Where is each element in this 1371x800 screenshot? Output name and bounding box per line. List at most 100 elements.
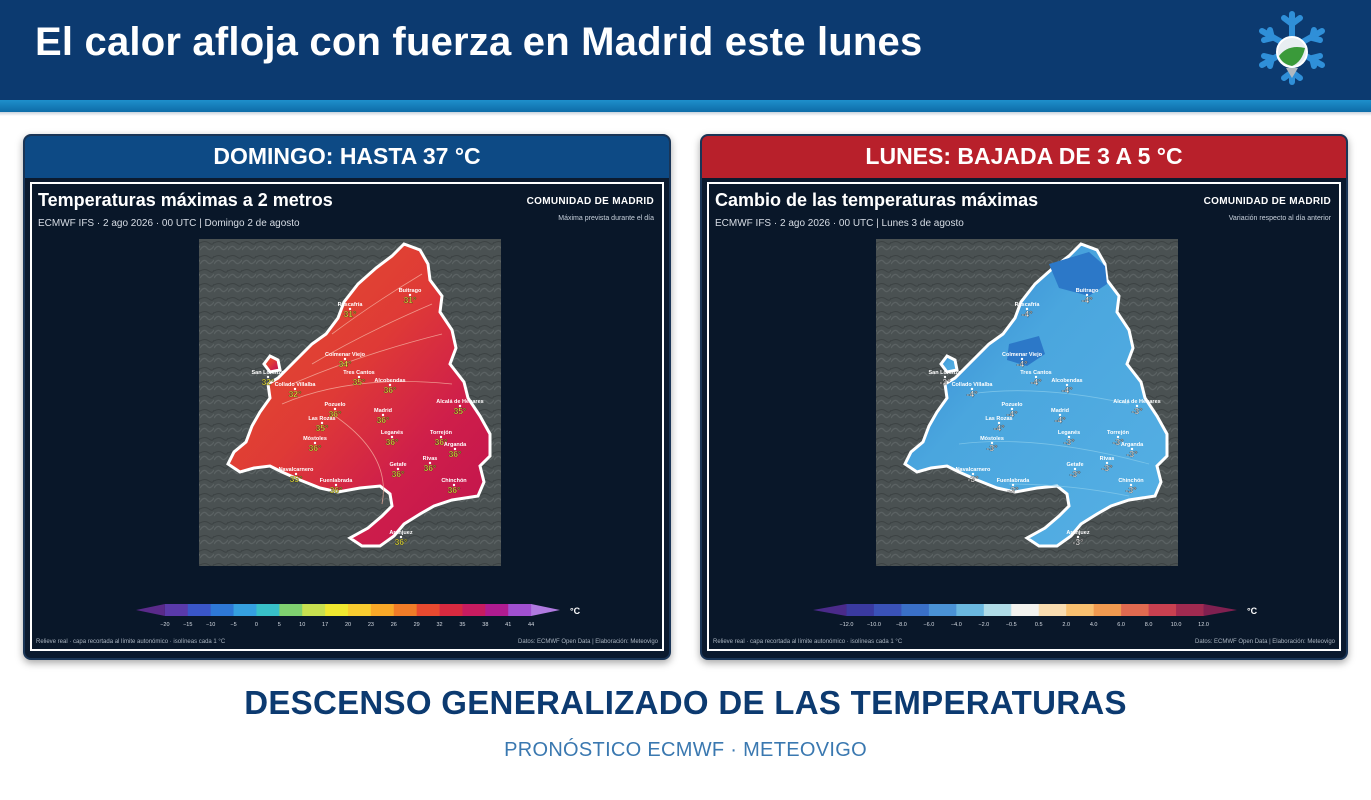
city-label: Aranjuez-3°: [1066, 530, 1089, 547]
city-value: -3°: [987, 443, 999, 453]
city-label: Navalcarnero-3°: [956, 467, 991, 484]
city-value: 36°: [395, 537, 408, 547]
city-name: Rivas: [423, 456, 438, 462]
colorbar-segment: [508, 604, 532, 616]
city-dot: [453, 447, 457, 451]
colorbar-segment: [325, 604, 349, 616]
colorbar-tick-label: 20: [345, 622, 351, 628]
city-label: Colmenar Viejo-4°: [1002, 352, 1043, 369]
city-name: Buitrago: [399, 288, 422, 294]
city-name: Pozuelo: [324, 402, 346, 408]
city-name: Madrid: [1051, 408, 1069, 414]
city-dot: [997, 421, 1001, 425]
colorbar-tick-label: 5: [278, 622, 281, 628]
colorbar-tick-label: −10.0: [867, 622, 881, 628]
snowflake-globe-icon: [1259, 11, 1325, 85]
city-label: Torrejón-3°: [1107, 430, 1130, 447]
city-dot: [313, 441, 317, 445]
temperature-change-map-monday: Buitrago-4°Rascafría-4°Colmenar Viejo-4°…: [813, 239, 1258, 628]
city-dot: [1085, 293, 1089, 297]
city-dot: [458, 404, 462, 408]
city-value: 34°: [339, 359, 352, 369]
panel-heading-monday: LUNES: BAJADA DE 3 A 5 °C: [702, 136, 1346, 178]
city-dot: [990, 441, 994, 445]
colorbar-segment: [462, 604, 486, 616]
colorbar-tick-label: 4.0: [1090, 622, 1098, 628]
city-name: Rivas: [1100, 456, 1115, 462]
city-dot: [1073, 467, 1077, 471]
city-label: Fuenlabrada-3°: [997, 478, 1031, 495]
colorbar-tick-label: 23: [368, 622, 374, 628]
city-label: Móstoles-3°: [980, 436, 1004, 453]
city-name: Fuenlabrada: [997, 478, 1031, 484]
colorbar-extend-high: [1203, 604, 1237, 616]
city-dot: [1129, 483, 1133, 487]
city-value: 31°: [344, 309, 357, 319]
map-note: Variación respecto al día anterior: [1228, 215, 1331, 222]
city-name: Alcalá de Henares: [436, 399, 483, 405]
city-value: 35°: [316, 423, 329, 433]
city-value: -4°: [967, 389, 979, 399]
colorbar-tick-label: −10: [206, 622, 215, 628]
city-dot: [943, 375, 947, 379]
colorbar-segment: [187, 604, 212, 616]
city-name: Alcobendas: [374, 378, 405, 384]
city-name: Navalcarnero: [956, 467, 991, 473]
city-dot: [1105, 461, 1109, 465]
colorbar-segment: [485, 604, 509, 616]
colorbar-segment: [393, 604, 418, 616]
colorbar-segment: [1011, 604, 1040, 616]
map-footer-left: Relieve real · capa recortada al límite …: [36, 639, 226, 645]
city-dot: [428, 461, 432, 465]
colorbar-tick-label: 2.0: [1062, 622, 1070, 628]
city-value: -4°: [1022, 309, 1034, 319]
city-value: 36°: [384, 385, 397, 395]
bottom-subtitle: PRONÓSTICO ECMWF · METEOVIGO: [504, 739, 867, 761]
city-dot: [399, 535, 403, 539]
page-title: El calor afloja con fuerza en Madrid est…: [35, 20, 923, 64]
city-value: 36°: [377, 415, 390, 425]
city-value: -3°: [968, 474, 980, 484]
city-name: Alcalá de Henares: [1113, 399, 1160, 405]
city-value: 36°: [309, 443, 322, 453]
colorbar-segment: [983, 604, 1012, 616]
city-value: -3°: [1070, 469, 1082, 479]
region-label: COMUNIDAD DE MADRID: [1203, 196, 1331, 207]
city-name: Tres Cantos: [343, 370, 374, 376]
map-frame-sunday: Buitrago 31° Rascafría 31° Colmenar Viejo 34°…: [30, 182, 664, 651]
city-labels: Buitrago-4°Rascafría-4°Colmenar Viejo-4°…: [928, 288, 1160, 547]
city-label: Collado Villalba-4°: [952, 382, 994, 399]
isolines: [281, 273, 453, 505]
city-dot: [357, 375, 361, 379]
city-dot: [408, 293, 412, 297]
map-note: Máxima prevista durante el día: [558, 215, 654, 222]
colorbar-segment: [233, 604, 257, 616]
city-value: -3°: [1008, 485, 1020, 495]
colorbar-unit: °C: [1247, 606, 1258, 616]
colorbar-segment: [164, 604, 189, 616]
city-value: -4°: [1082, 295, 1094, 305]
colorbar-tick-label: 8.0: [1145, 622, 1153, 628]
city-label: Alcalá de Henares-3°: [1113, 399, 1160, 416]
colorbar-tick-label: −8.0: [896, 622, 907, 628]
city-dot: [1076, 535, 1080, 539]
colorbar-segment: [370, 604, 395, 616]
city-value: 36°: [329, 409, 342, 419]
city-label: Getafe-3°: [1066, 462, 1083, 479]
colorbar-tick-label: 12.0: [1198, 622, 1209, 628]
map-subtitle: ECMWF IFS · 2 ago 2026 · 00 UTC | Lunes …: [715, 218, 964, 229]
city-name: Getafe: [1066, 462, 1083, 468]
city-name: Torrejón: [430, 430, 453, 436]
city-value: -4°: [1007, 409, 1019, 419]
